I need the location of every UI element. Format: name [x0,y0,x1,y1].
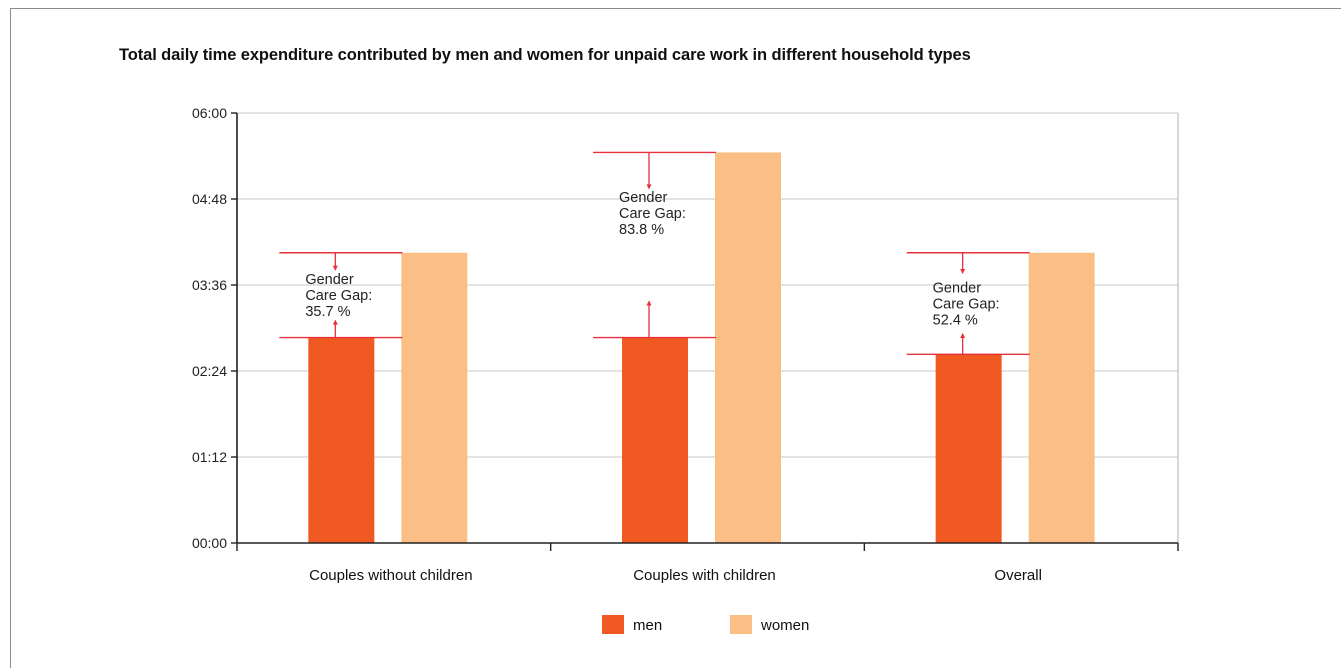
gap-label-line: Care Gap: [933,297,1000,313]
category-label: Overall [994,567,1042,584]
y-tick-label: 01:12 [192,449,227,465]
gridlines [237,112,1178,458]
bar-men [308,337,375,543]
bar-men [622,337,688,543]
bar-men [935,354,1002,543]
legend: men women [602,615,809,634]
gap-arrowhead-bottom [960,332,966,338]
bar-women [715,152,781,543]
y-tick-label: 06:00 [192,105,227,121]
gap-label-line: Gender [305,272,354,288]
gap-arrowhead-bottom [646,300,652,306]
gap-label-line: Gender [619,190,668,206]
bar-women [401,252,468,543]
gap-label-line: Care Gap: [619,206,686,222]
gap-label-line: Care Gap: [305,288,372,304]
bar-women [1028,252,1095,543]
y-tick-label: 04:48 [192,191,227,207]
chart-title: Total daily time expenditure contributed… [119,46,971,64]
axes: 00:00 01:12 02:24 03:36 04:48 06:00 Couples wi… [192,105,1179,584]
gap-arrowhead-top [332,265,338,271]
gap-arrowhead-top [960,269,966,275]
gap-label-line: 52.4 % [933,313,978,329]
legend-label-men: men [633,617,662,634]
gap-label-line: Gender [933,281,982,297]
category-label: Couples without children [309,567,472,584]
y-tick-label: 00:00 [192,535,227,551]
gap-arrowhead-bottom [332,319,338,325]
gap-arrowhead-top [646,184,652,190]
gap-label-line: 83.8 % [619,222,664,238]
y-tick-label: 03:36 [192,277,227,293]
legend-swatch-men [602,615,624,634]
bars [308,152,1095,543]
legend-swatch-women [730,615,752,634]
gap-label-line: 35.7 % [305,304,350,320]
legend-label-women: women [760,617,809,634]
category-label: Couples with children [633,567,776,584]
y-tick-label: 02:24 [192,363,227,379]
figure-frame [10,8,1341,668]
